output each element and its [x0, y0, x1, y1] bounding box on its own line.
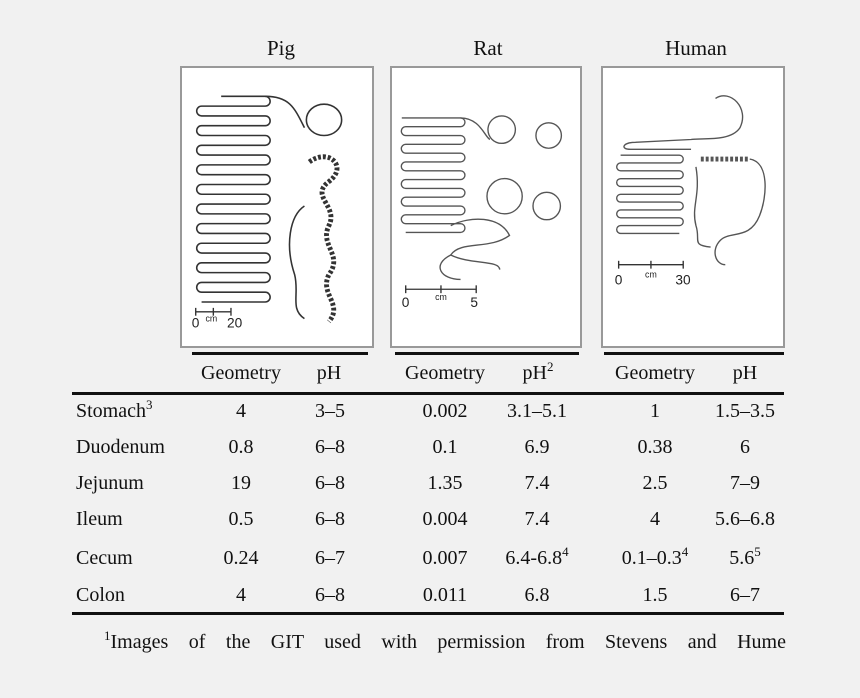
- table-cell: 4: [236, 400, 246, 422]
- header-rule: [72, 392, 784, 395]
- table-cell: 6.4-6.84: [505, 544, 569, 569]
- pig-scale-unit: cm: [206, 314, 218, 324]
- table-cell: 2.5: [642, 472, 668, 494]
- row-label: Ileum: [76, 508, 123, 530]
- human-git-image: 0 cm 30: [601, 66, 785, 348]
- pig-intestine-drawing: [195, 95, 343, 324]
- footnote-mark: 1: [104, 628, 111, 643]
- table-cell: 0.8: [228, 436, 254, 458]
- human-scale-start: 0: [615, 272, 623, 287]
- table-cell: 6.8: [524, 584, 550, 606]
- rat-scale-end: 5: [470, 295, 478, 310]
- table-cell: 7.4: [524, 472, 550, 494]
- table-cell: 6–8: [315, 436, 345, 458]
- table-cell: 1.35: [427, 472, 463, 494]
- table-cell: 6–8: [315, 472, 345, 494]
- human-ph-header: pH: [732, 362, 758, 384]
- footnote: 1Images of the GIT used with permission …: [104, 628, 786, 654]
- table-cell: 0.1–0.34: [621, 544, 689, 569]
- table-cell: 0.24: [223, 547, 259, 569]
- table-cell: 19: [231, 472, 251, 494]
- human-geometry-header: Geometry: [615, 362, 695, 384]
- footnote-text: Images of the GIT used with permission f…: [110, 631, 787, 653]
- species-title-human: Human: [665, 36, 727, 60]
- table-cell: 3.1–5.1: [507, 400, 567, 422]
- bottom-rule: [72, 612, 784, 615]
- species-title-rat: Rat: [473, 36, 503, 60]
- human-scale-end: 30: [675, 272, 691, 287]
- table-cell: 7–9: [730, 472, 760, 494]
- pig-ph-header: pH: [316, 362, 342, 384]
- rat-group-rule: [395, 352, 579, 355]
- rat-git-image: 0 cm 5: [390, 66, 582, 348]
- pig-scale-end: 20: [227, 315, 243, 330]
- table-cell: 6–8: [315, 584, 345, 606]
- human-intestine-drawing: [616, 95, 766, 266]
- table-cell: 0.5: [228, 508, 254, 530]
- table-cell: 7.4: [524, 508, 550, 530]
- table-cell: 5.6–6.8: [715, 508, 775, 530]
- table-cell: 0.007: [422, 547, 468, 569]
- table-cell: 4: [650, 508, 660, 530]
- table-cell: 4: [236, 584, 246, 606]
- table-cell: 0.004: [422, 508, 468, 530]
- row-label: Colon: [76, 584, 125, 606]
- pig-geometry-header: Geometry: [201, 362, 281, 384]
- row-label: Cecum: [76, 547, 133, 569]
- table-cell: 6.9: [524, 436, 550, 458]
- pig-scale-start: 0: [192, 315, 200, 330]
- table-cell: 6–7: [315, 547, 345, 569]
- rat-scale-unit: cm: [435, 292, 447, 302]
- pig-git-image: 0 cm 20: [180, 66, 374, 348]
- row-label: Duodenum: [76, 436, 165, 458]
- table-cell: 6–8: [315, 508, 345, 530]
- row-label: Jejunum: [76, 472, 144, 494]
- table-cell: 6: [740, 436, 750, 458]
- table-cell: 1: [650, 400, 660, 422]
- table-cell: 0.011: [422, 584, 468, 606]
- table-cell: 1.5–3.5: [715, 400, 775, 422]
- table-cell: 6–7: [730, 584, 760, 606]
- table-cell: 3–5: [315, 400, 345, 422]
- table-cell: 0.38: [637, 436, 673, 458]
- table-cell: 5.65: [729, 544, 761, 569]
- pig-group-rule: [192, 352, 368, 355]
- rat-ph-header: pH2: [522, 359, 554, 384]
- table-cell: 0.1: [432, 436, 458, 458]
- table-cell: 0.002: [422, 400, 468, 422]
- human-group-rule: [604, 352, 784, 355]
- rat-geometry-header: Geometry: [405, 362, 485, 384]
- rat-scale-start: 0: [402, 295, 410, 310]
- human-scale-unit: cm: [645, 269, 657, 279]
- rat-intestine-drawing: [400, 115, 563, 281]
- species-title-pig: Pig: [266, 36, 295, 60]
- table-cell: 1.5: [642, 584, 668, 606]
- row-label: Stomach3: [76, 397, 153, 422]
